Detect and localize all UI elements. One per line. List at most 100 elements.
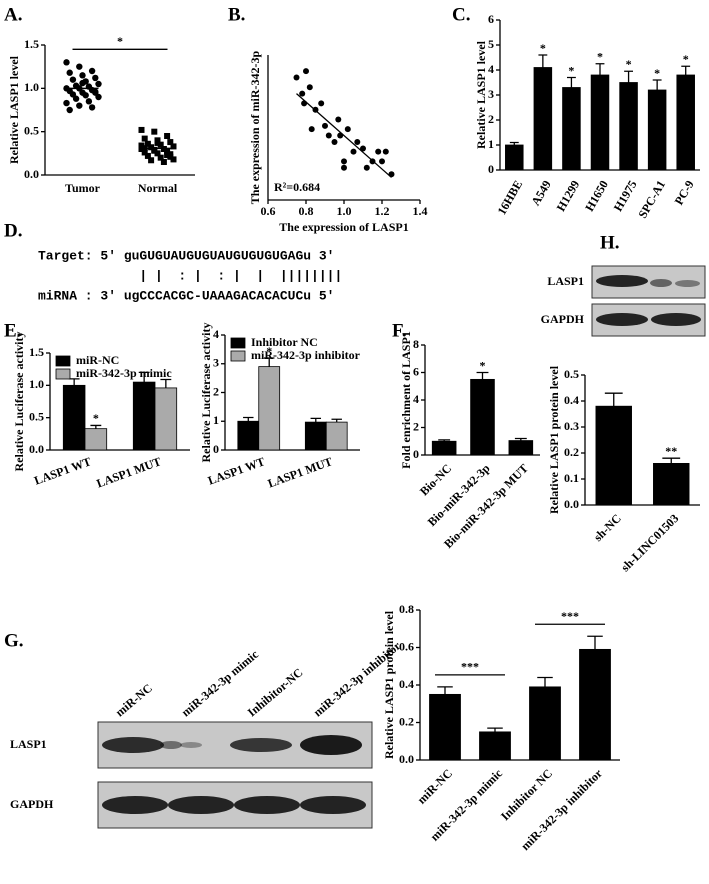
bar	[325, 421, 348, 451]
bar	[429, 693, 461, 761]
legend-label: miR-342-3p mimic	[76, 366, 172, 380]
panel-label: A.	[4, 4, 22, 25]
data-point	[325, 132, 332, 139]
data-point	[303, 68, 309, 75]
bar	[647, 89, 667, 171]
error-bar	[138, 371, 150, 383]
data-point	[66, 69, 73, 76]
fit-line	[296, 93, 392, 178]
legend-label: Inhibitor NC	[251, 335, 318, 349]
error-bar	[68, 378, 80, 386]
significance-label: *	[626, 57, 632, 71]
data-point	[148, 157, 155, 164]
error-bar	[624, 70, 633, 83]
y-tick-label: 0.5	[564, 367, 579, 381]
data-point	[138, 126, 145, 133]
y-tick-label: 3	[213, 356, 219, 370]
error-bar	[537, 676, 553, 687]
data-point	[141, 135, 148, 142]
y-tick-label: 2	[213, 384, 219, 398]
panel-label: H.	[600, 232, 620, 253]
data-point	[344, 126, 351, 133]
error-bar	[509, 141, 519, 145]
legend-swatch	[230, 350, 246, 362]
y-axis-label: Relative LASP1 level	[474, 40, 488, 149]
error-bar	[681, 65, 691, 75]
x-tick-label: 1.4	[413, 204, 428, 218]
bar	[237, 420, 260, 451]
y-tick-label: 0.0	[24, 167, 39, 181]
significance-label: *	[540, 41, 546, 55]
bar	[304, 421, 327, 451]
x-tick-label: Bio-NC	[417, 461, 454, 498]
x-tick-label: Normal	[138, 181, 178, 195]
y-tick-label: 1.5	[29, 345, 44, 359]
error-bar	[243, 416, 254, 422]
blot-lane-label: Inhibitor-NC	[245, 665, 306, 719]
y-tick-label: 1.0	[29, 377, 44, 391]
y-tick-label: 6	[488, 12, 494, 26]
error-bar	[90, 424, 102, 429]
legend-swatch	[55, 355, 71, 367]
error-bar	[476, 371, 489, 380]
legend-label: miR-342-3p inhibitor	[251, 348, 361, 362]
x-tick-label: PC-9	[672, 178, 697, 208]
y-tick-label: 4	[213, 327, 219, 341]
data-point	[76, 63, 83, 70]
y-axis-label: Fold enrichment of LASP1	[399, 331, 413, 469]
data-point	[350, 148, 357, 155]
bar	[479, 731, 511, 761]
y-tick-label: 0.4	[399, 677, 414, 691]
y-tick-label: 0	[213, 442, 219, 456]
y-axis-label: Relative LASP1 protein level	[382, 610, 396, 759]
significance-label: *	[683, 52, 689, 66]
x-tick-label: H1650	[582, 178, 611, 214]
y-tick-label: 1.0	[24, 80, 39, 94]
data-point	[82, 92, 89, 99]
error-bar	[587, 635, 603, 650]
significance-label: *	[597, 50, 603, 64]
data-point	[92, 74, 99, 82]
bar	[154, 387, 178, 451]
significance-label: **	[665, 444, 677, 458]
data-point	[85, 98, 93, 105]
data-point	[164, 152, 171, 159]
x-tick-label: 1.0	[337, 204, 352, 218]
error-bar	[487, 727, 503, 732]
y-tick-label: 0	[488, 162, 494, 176]
data-point	[164, 133, 171, 139]
data-point	[306, 84, 313, 91]
blot-band	[300, 735, 362, 755]
data-point	[154, 150, 161, 157]
data-point	[341, 164, 347, 171]
data-point	[363, 164, 370, 171]
bar	[132, 381, 156, 451]
data-point	[144, 140, 151, 147]
y-tick-label: 4	[413, 392, 419, 406]
data-point	[92, 88, 99, 96]
data-point	[148, 144, 155, 151]
data-point	[382, 148, 389, 155]
panel-label: E.	[4, 320, 21, 341]
y-tick-label: 1	[213, 413, 219, 427]
bar	[508, 440, 534, 456]
data-point	[335, 116, 342, 123]
y-tick-label: 0.4	[564, 393, 579, 407]
y-tick-label: 0.8	[399, 602, 414, 616]
y-tick-label: 0.6	[399, 639, 414, 653]
data-point	[66, 106, 73, 114]
x-tick-label: A549	[528, 178, 553, 208]
error-bar	[662, 457, 681, 464]
y-tick-label: 8	[413, 337, 419, 351]
bar	[62, 384, 86, 451]
x-tick-label: LASP1 MUT	[95, 454, 163, 490]
data-point	[157, 154, 164, 161]
x-tick-label: Tumor	[65, 181, 101, 195]
data-point	[375, 148, 382, 155]
x-tick-label: SPC-A1	[635, 178, 668, 221]
y-tick-label: 0.3	[564, 419, 579, 433]
panel-label: D.	[4, 220, 22, 241]
error-bar	[567, 76, 576, 88]
data-point	[95, 93, 102, 101]
